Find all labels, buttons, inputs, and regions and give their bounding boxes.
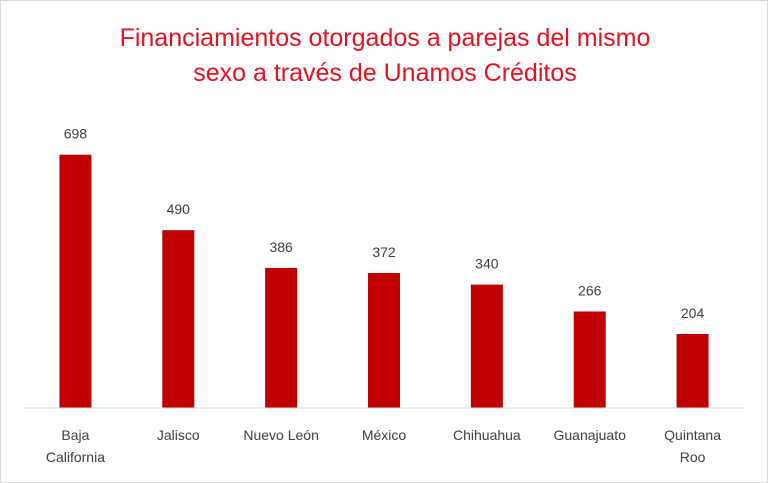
data-label: 266 <box>578 282 602 298</box>
category-label: Nuevo León <box>243 427 319 443</box>
chart-title: Financiamientos otorgados a parejas del … <box>1 21 768 91</box>
category-label-line: Chihuahua <box>453 427 521 443</box>
bar-group: 698 490 386 372 340 266 204 <box>59 126 709 408</box>
category-label: México <box>362 427 407 443</box>
category-label-line: Quintana <box>664 427 721 443</box>
bar <box>162 230 195 408</box>
category-label: Guanajuato <box>554 427 627 443</box>
data-label: 372 <box>372 244 396 260</box>
category-label-line: Jalisco <box>157 427 200 443</box>
category-label: Chihuahua <box>453 427 521 443</box>
category-label-line: Baja <box>61 427 89 443</box>
data-label: 698 <box>64 126 88 142</box>
bar <box>368 273 400 408</box>
chart-title-line-1: Financiamientos otorgados a parejas del … <box>119 24 651 52</box>
bar <box>573 311 606 408</box>
bar <box>265 267 298 408</box>
category-label: Quintana Roo <box>664 427 721 465</box>
data-label: 204 <box>681 305 705 321</box>
category-label: Baja California <box>46 427 105 465</box>
bar <box>470 284 503 408</box>
category-label-line: Roo <box>680 449 706 465</box>
category-label-line: Guanajuato <box>554 427 627 443</box>
bar <box>59 154 92 408</box>
category-label-line: Nuevo León <box>243 427 319 443</box>
data-label: 386 <box>269 239 293 255</box>
category-label: Jalisco <box>157 427 200 443</box>
category-label-line: México <box>362 427 407 443</box>
category-label-group: Baja California Jalisco Nuevo León México Chi… <box>46 427 721 465</box>
chart-title-line-2: sexo a través de Unamos Créditos <box>193 59 577 87</box>
data-label: 490 <box>167 201 191 217</box>
data-label: 340 <box>475 256 499 272</box>
category-label-line: California <box>46 449 105 465</box>
bar <box>676 333 709 408</box>
